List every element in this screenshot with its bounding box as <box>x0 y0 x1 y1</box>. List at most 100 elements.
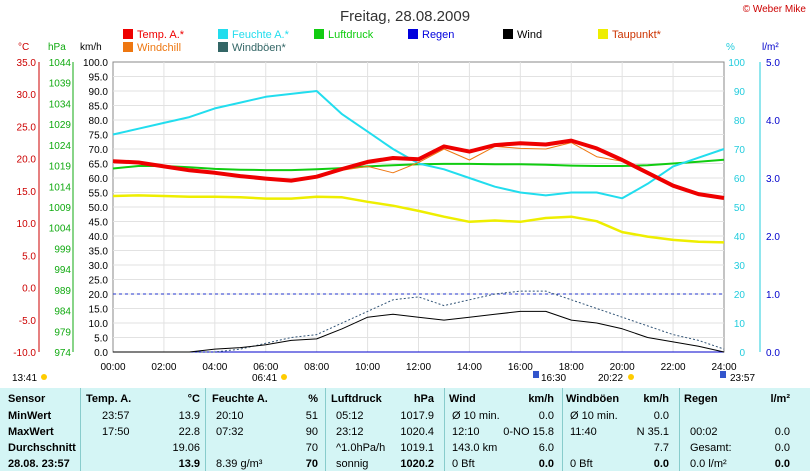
table-cell: 0.0 l/m² <box>690 458 727 470</box>
table-header: Temp. A. <box>86 393 132 405</box>
temp-tick-label: 5.0 <box>22 251 36 262</box>
wind-tick-label: 100.0 <box>83 58 108 69</box>
table-cell: 23:12 <box>336 426 364 438</box>
pressure-tick-label: 1024 <box>49 141 72 152</box>
table-cell: 6.0 <box>538 442 554 454</box>
humidity-unit-label: % <box>726 42 735 53</box>
legend-entry: Luftdruck <box>328 29 374 41</box>
humidity-tick-label: 80 <box>734 116 746 127</box>
wind-tick-label: 45.0 <box>89 218 109 229</box>
x-tick-label: 18:00 <box>559 362 584 373</box>
humidity-tick-label: 30 <box>734 261 746 272</box>
table-cell: 0.0 <box>538 410 554 422</box>
legend-swatch <box>123 42 133 52</box>
x-tick-label: 20:00 <box>610 362 635 373</box>
table-cell: 70 <box>305 442 318 454</box>
wind-tick-label: 55.0 <box>89 189 109 200</box>
table-cell: Gesamt: <box>690 442 732 454</box>
rain-tick-label: 5.0 <box>766 58 780 69</box>
table-cell: N 35.1 <box>636 426 669 438</box>
x-tick-label: 00:00 <box>100 362 125 373</box>
table-cell: 0.0 <box>774 442 790 454</box>
humidity-tick-label: 70 <box>734 145 746 156</box>
table-cell: 05:12 <box>336 410 364 422</box>
temp-tick-label: 25.0 <box>17 122 37 133</box>
wind-tick-label: 0.0 <box>94 348 108 359</box>
rain-tick-label: 3.0 <box>766 174 780 185</box>
table-header: km/h <box>528 393 554 405</box>
series-taupunkt <box>112 194 725 244</box>
wind-tick-label: 35.0 <box>89 247 109 258</box>
wind-tick-label: 20.0 <box>89 290 109 301</box>
temp-tick-label: 30.0 <box>17 90 37 101</box>
table-row-label: MaxWert <box>8 426 54 438</box>
weather-chart: Freitag, 28.08.2009 © Weber Mike Temp. A… <box>12 4 807 384</box>
table-header: Wind <box>449 393 476 405</box>
table-cell: 0 Bft <box>570 458 593 470</box>
table-cell: 1020.4 <box>400 426 434 438</box>
x-tick-label: 12:00 <box>406 362 431 373</box>
event-time-label: 20:22 <box>598 373 623 384</box>
pressure-tick-label: 1004 <box>49 224 72 235</box>
table-cell: 70 <box>305 458 318 470</box>
legend: Temp. A.* Feuchte A.* Luftdruck Regen Wind Ta… <box>123 29 662 54</box>
wind-tick-label: 25.0 <box>89 276 109 287</box>
table-divider <box>679 388 680 471</box>
wind-tick-label: 95.0 <box>89 73 109 84</box>
copyright-label: © Weber Mike <box>743 4 807 15</box>
table-cell: 0.0 <box>653 410 669 422</box>
table-cell: 13.9 <box>178 410 200 422</box>
temp-unit-label: °C <box>18 42 29 53</box>
table-divider <box>325 388 326 471</box>
event-time-label: 23:57 <box>730 373 755 384</box>
legend-entry: Regen <box>422 29 454 41</box>
series-wind <box>113 310 725 353</box>
rain-tick-label: 1.0 <box>766 290 780 301</box>
wind-unit-label: km/h <box>80 42 102 53</box>
table-cell: 22.8 <box>178 426 200 438</box>
table-cell: 00:02 <box>690 426 718 438</box>
table-divider <box>80 388 81 471</box>
table-cell: 1020.2 <box>400 458 434 470</box>
rain-tick-label: 2.0 <box>766 232 780 243</box>
pressure-tick-label: 974 <box>54 348 71 359</box>
table-cell: 0.0 <box>538 458 554 470</box>
table-header: Regen <box>684 393 718 405</box>
table-header: km/h <box>643 393 669 405</box>
wind-tick-label: 65.0 <box>89 160 109 171</box>
wind-tick-label: 80.0 <box>89 116 109 127</box>
moon-icon <box>533 371 539 378</box>
x-tick-label: 22:00 <box>661 362 686 373</box>
table-cell: 13.9 <box>178 458 200 470</box>
sun-icon <box>628 374 634 380</box>
temp-tick-label: 10.0 <box>17 219 37 230</box>
table-divider <box>562 388 563 471</box>
legend-entry: Taupunkt* <box>612 29 662 41</box>
event-time-label: 16:30 <box>541 373 566 384</box>
plot-area <box>112 90 725 353</box>
table-cell: 90 <box>305 426 318 438</box>
humidity-tick-label: 100 <box>728 58 745 69</box>
table-cell: 8.39 g/m³ <box>216 458 263 470</box>
table-header: Feuchte A. <box>212 393 268 405</box>
sun-icon <box>281 374 287 380</box>
rain-tick-label: 4.0 <box>766 116 780 127</box>
x-tick-label: 10:00 <box>355 362 380 373</box>
legend-swatch <box>314 29 324 39</box>
x-tick-label: 16:00 <box>508 362 533 373</box>
legend-swatch <box>598 29 608 39</box>
pressure-tick-label: 1019 <box>49 162 72 173</box>
table-row-label: MinWert <box>8 410 52 422</box>
pressure-tick-label: 1044 <box>49 58 72 69</box>
table-cell: sonnig <box>336 458 369 470</box>
wind-tick-label: 90.0 <box>89 87 109 98</box>
legend-entry: Windböen* <box>232 42 287 54</box>
table-cell: 07:32 <box>216 426 244 438</box>
x-tick-label: 08:00 <box>304 362 329 373</box>
table-cell: 0.0 <box>653 458 669 470</box>
event-time-label: 13:41 <box>12 373 37 384</box>
event-markers: 13:41 06:41 16:30 20:22 23:57 <box>12 371 755 384</box>
legend-swatch <box>408 29 418 39</box>
legend-swatch <box>218 42 228 52</box>
series-windb-en <box>113 290 725 353</box>
